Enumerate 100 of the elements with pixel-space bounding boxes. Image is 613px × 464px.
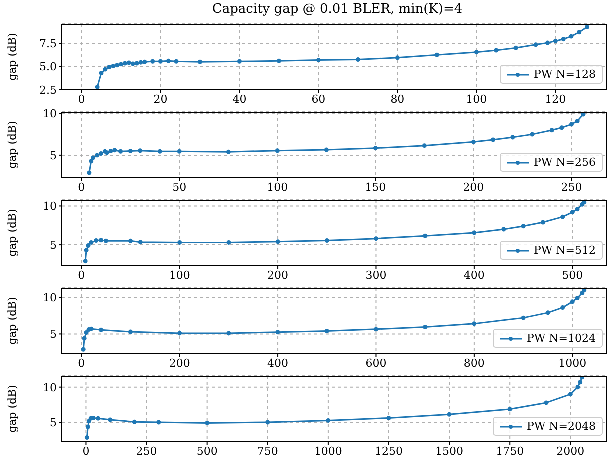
y-tick-label: 10 — [43, 200, 57, 214]
legend-label: PW N=128 — [534, 68, 596, 81]
x-tick-label: 500 — [196, 444, 218, 458]
x-tick-label: 1500 — [436, 444, 464, 458]
y-axis-title: gap (dB) — [6, 121, 19, 169]
x-tick-label: 0 — [78, 268, 86, 282]
point — [118, 149, 124, 154]
point — [474, 50, 479, 55]
x-tick-label: 100 — [466, 92, 488, 106]
point — [95, 84, 100, 90]
x-tick-label: 1750 — [496, 444, 524, 458]
point — [134, 61, 140, 66]
point — [142, 60, 148, 64]
point — [580, 290, 585, 296]
point — [98, 152, 104, 156]
y-tick-label: 5 — [50, 328, 57, 342]
point — [128, 238, 133, 244]
point — [575, 207, 580, 212]
point — [132, 420, 137, 424]
point — [540, 220, 546, 225]
point — [89, 326, 94, 332]
point — [108, 418, 113, 422]
point — [561, 37, 566, 42]
point — [87, 170, 92, 176]
x-tick-label: 1250 — [375, 444, 403, 458]
point — [150, 59, 156, 64]
point — [514, 46, 518, 50]
point — [577, 30, 582, 35]
point — [423, 234, 428, 238]
point — [205, 420, 210, 426]
point — [166, 58, 171, 64]
point — [82, 336, 87, 341]
point — [108, 149, 114, 154]
legend-label: PW N=256 — [534, 156, 596, 169]
point — [502, 227, 506, 232]
x-tick-label: 800 — [464, 356, 485, 370]
point — [198, 60, 202, 64]
x-tick-label: 0 — [78, 180, 86, 194]
x-tick-label: 0 — [78, 356, 86, 370]
x-tick-label: 300 — [366, 268, 387, 282]
point — [560, 214, 566, 220]
x-tick-label: 250 — [136, 444, 158, 458]
point — [226, 150, 231, 154]
point — [395, 56, 400, 60]
point — [156, 420, 162, 425]
point — [84, 330, 89, 335]
x-tick-label: 60 — [312, 92, 326, 106]
y-tick-label: 5.0 — [40, 60, 57, 74]
point — [96, 416, 101, 421]
point — [128, 149, 133, 154]
point — [86, 244, 91, 248]
chart-title: Capacity gap @ 0.01 BLER, min(K)=4 — [212, 2, 463, 17]
point — [568, 392, 573, 397]
point — [471, 140, 476, 144]
point — [494, 48, 499, 53]
point — [178, 331, 182, 336]
point — [423, 324, 428, 330]
point — [237, 59, 242, 64]
point — [111, 64, 116, 69]
point — [81, 347, 86, 352]
point — [86, 419, 92, 424]
point — [95, 153, 100, 158]
point — [521, 316, 526, 320]
point — [266, 420, 270, 425]
y-axis-title: gap (dB) — [6, 209, 19, 257]
x-tick-label: 600 — [366, 356, 387, 370]
point — [373, 146, 378, 151]
point — [356, 58, 360, 62]
point — [560, 306, 566, 310]
point — [86, 424, 90, 430]
point — [276, 58, 282, 64]
point — [326, 418, 331, 423]
point — [103, 67, 108, 72]
point — [83, 259, 88, 264]
x-tick-label: 80 — [390, 92, 405, 106]
point — [138, 148, 143, 154]
point — [508, 407, 512, 412]
x-tick-label: 120 — [545, 92, 566, 106]
y-tick-label: 7.5 — [40, 37, 57, 50]
point — [546, 310, 550, 316]
point — [578, 380, 583, 385]
legend-label: PW N=512 — [534, 244, 596, 257]
x-tick-label: 40 — [232, 92, 247, 106]
point — [107, 64, 112, 70]
point — [434, 52, 440, 58]
x-tick-label: 200 — [268, 268, 289, 282]
point — [158, 149, 162, 154]
point — [386, 416, 392, 420]
y-tick-label: 10 — [43, 381, 57, 394]
point — [84, 248, 89, 253]
x-tick-label: 0 — [78, 92, 86, 106]
point — [84, 435, 90, 440]
point — [99, 71, 104, 76]
x-tick-label: 250 — [561, 180, 582, 194]
y-axis-title: gap (dB) — [6, 385, 19, 433]
point — [99, 238, 104, 243]
point — [118, 62, 124, 67]
legend-label: PW N=2048 — [526, 420, 596, 433]
point — [112, 148, 118, 153]
point — [560, 126, 564, 130]
